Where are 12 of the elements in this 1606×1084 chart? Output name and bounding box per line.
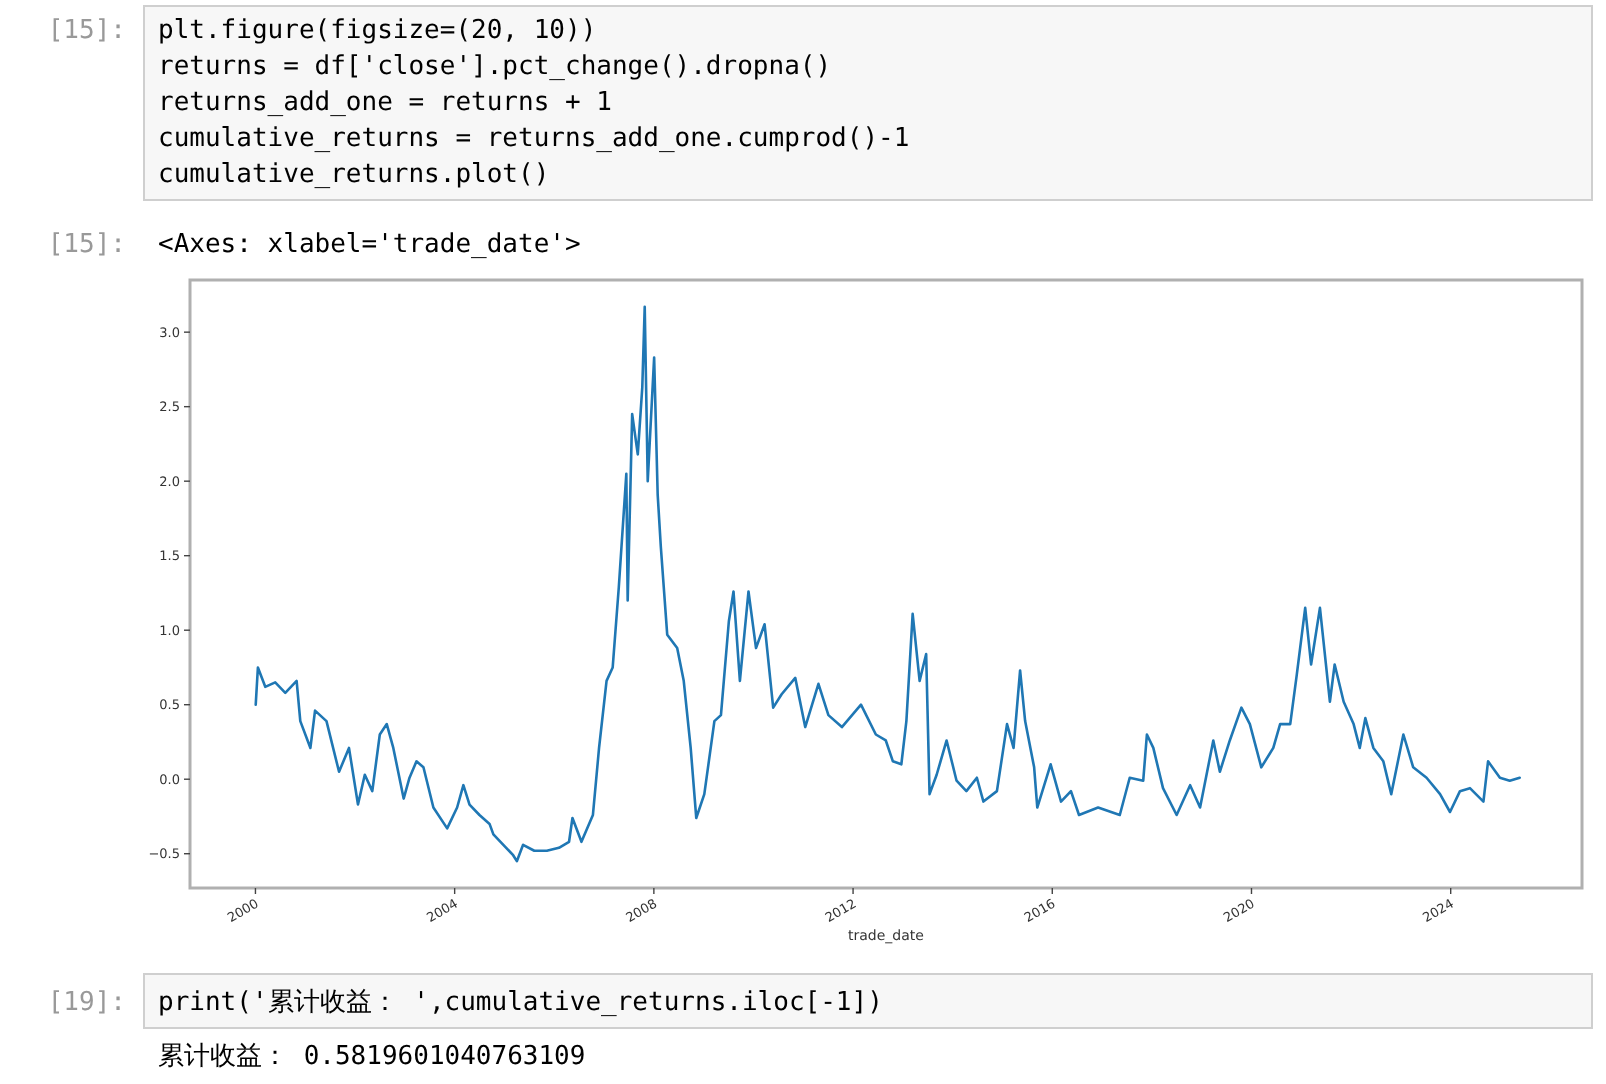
text: 累计收益： 0.5819601040763109 — [158, 1042, 586, 1072]
line-series — [254, 305, 1521, 863]
text: print('累计收益： ',cumulative_returns.iloc[-1]) — [158, 988, 883, 1018]
text: plt.figure(figsize=(20, 10)) — [158, 16, 597, 46]
text: [15]: — [47, 16, 126, 46]
text: returns_add_one = returns + 1 — [158, 88, 612, 118]
text: cumulative_returns.plot() — [158, 160, 550, 190]
text: [19]: — [47, 988, 126, 1018]
text: [15]: — [47, 230, 126, 260]
text: returns = df['close'].pct_change().dropna() — [158, 52, 832, 82]
text: <Axes: xlabel='trade_date'> — [158, 230, 581, 260]
text: cumulative_returns = returns_add_one.cumprod()-1 — [158, 124, 910, 154]
